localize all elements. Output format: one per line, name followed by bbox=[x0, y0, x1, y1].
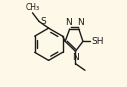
Text: S: S bbox=[40, 17, 46, 26]
Text: N: N bbox=[72, 53, 79, 62]
Text: SH: SH bbox=[92, 37, 104, 46]
Text: CH₃: CH₃ bbox=[25, 3, 39, 12]
Text: N: N bbox=[65, 18, 72, 27]
Text: N: N bbox=[77, 18, 83, 27]
